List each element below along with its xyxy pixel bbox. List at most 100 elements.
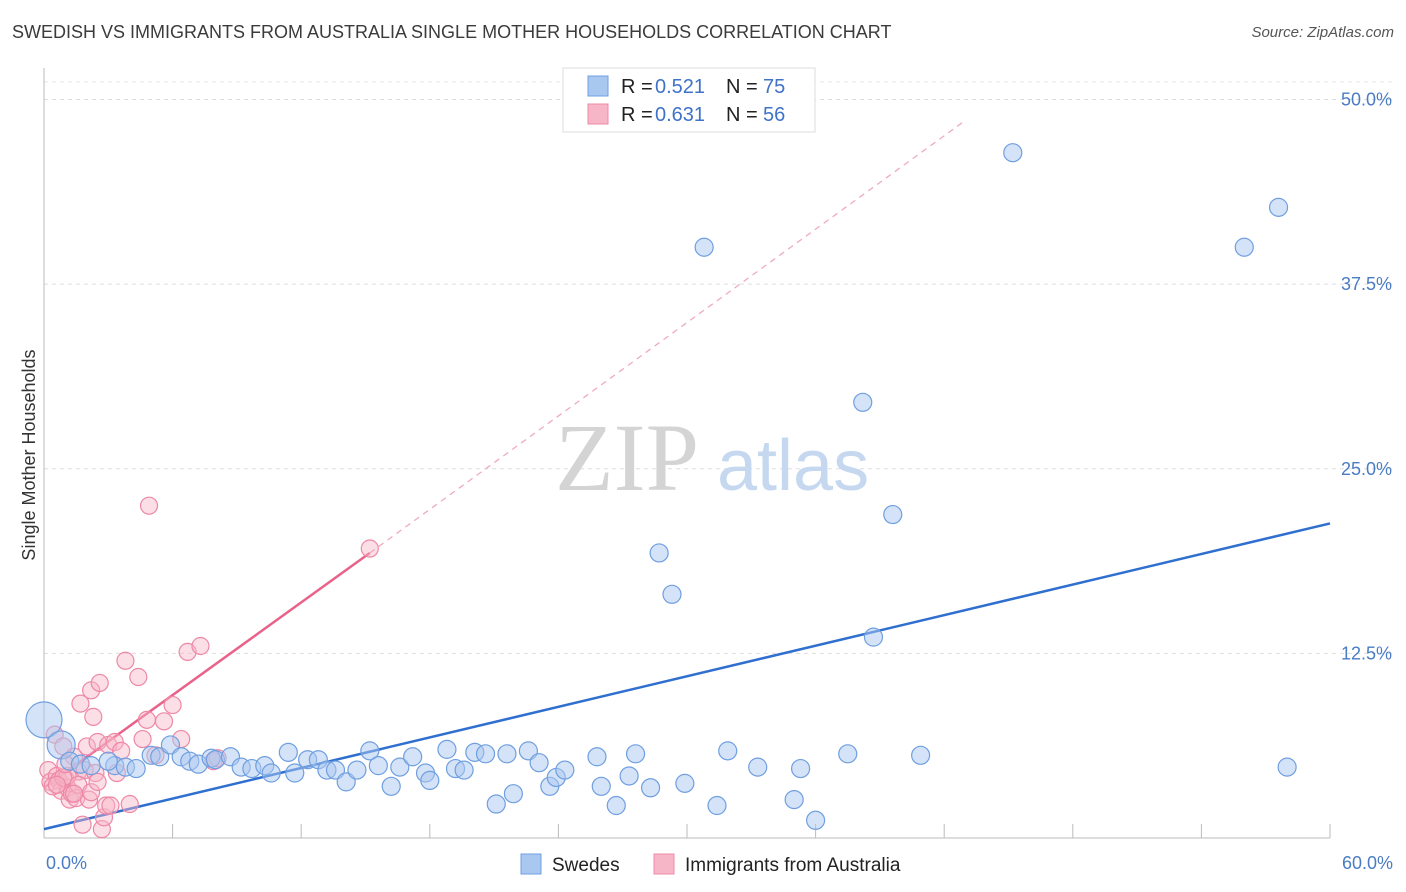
- data-point-swedes: [126, 758, 146, 779]
- data-point-swedes: [883, 504, 903, 525]
- data-point-swedes: [838, 744, 858, 764]
- legend-n-label-australia: N =: [726, 104, 758, 126]
- data-point-australia: [84, 707, 103, 726]
- legend-r-label-swedes: R =: [621, 76, 653, 98]
- trend-line-australia-extension: [369, 119, 967, 554]
- swedes-points: [25, 143, 1297, 830]
- data-point-swedes: [1268, 197, 1289, 217]
- tick-labels: 12.5% 25.0% 37.5% 50.0% 0.0% 60.0%: [46, 90, 1393, 873]
- data-point-swedes: [261, 763, 281, 783]
- data-point-swedes: [529, 753, 549, 773]
- data-point-swedes: [591, 776, 611, 796]
- data-point-swedes: [503, 784, 523, 804]
- data-point-australia: [92, 820, 111, 839]
- data-point-swedes: [911, 745, 931, 765]
- data-point-swedes: [587, 747, 607, 767]
- y-axis-label: Single Mother Households: [19, 349, 39, 560]
- legend-r-value-swedes: 0.521: [655, 76, 705, 98]
- watermark: ZIP atlas: [555, 404, 869, 511]
- legend-swatch-swedes-bottom: [520, 853, 542, 875]
- data-point-swedes: [606, 795, 626, 816]
- chart-title: SWEDISH VS IMMIGRANTS FROM AUSTRALIA SIN…: [12, 22, 892, 42]
- data-point-australia: [191, 636, 210, 656]
- data-point-swedes: [805, 810, 826, 830]
- data-point-swedes: [25, 701, 63, 739]
- data-point-swedes: [675, 773, 695, 793]
- data-point-swedes: [160, 735, 181, 755]
- legend-series: Swedes Immigrants from Australia: [520, 853, 901, 876]
- legend-label-swedes: Swedes: [552, 855, 620, 876]
- data-point-australia: [54, 768, 73, 787]
- data-point-swedes: [150, 747, 170, 767]
- data-point-swedes: [420, 770, 440, 791]
- data-point-australia: [129, 667, 148, 687]
- data-point-swedes: [555, 760, 575, 780]
- trend-line-australia: [43, 551, 371, 789]
- data-point-swedes: [486, 794, 506, 814]
- data-point-swedes: [640, 778, 661, 798]
- legend-swatch-australia: [587, 103, 609, 125]
- data-point-swedes: [347, 760, 367, 780]
- data-point-swedes: [662, 584, 682, 604]
- data-point-australia: [163, 695, 182, 715]
- data-point-australia: [94, 808, 114, 827]
- data-point-swedes: [649, 543, 669, 563]
- data-point-australia: [139, 496, 159, 515]
- x-tick-label: 0.0%: [46, 853, 87, 873]
- data-point-swedes: [98, 751, 118, 771]
- data-point-australia: [101, 796, 120, 815]
- legend-n-value-australia: 56: [763, 104, 785, 126]
- data-point-swedes: [278, 742, 298, 762]
- data-point-australia: [71, 694, 90, 713]
- y-tick-label: 50.0%: [1341, 90, 1392, 110]
- data-point-swedes: [518, 741, 538, 761]
- data-point-australia: [120, 794, 139, 814]
- legend-stats: R = 0.521 N = 75 R = 0.631 N = 56: [562, 67, 816, 133]
- data-point-swedes: [336, 772, 356, 792]
- data-point-australia: [47, 775, 66, 794]
- data-point-swedes: [1277, 757, 1297, 777]
- data-point-australia: [73, 815, 92, 834]
- data-point-swedes: [497, 744, 517, 764]
- data-point-swedes: [694, 237, 714, 257]
- legend-n-value-swedes: 75: [763, 76, 785, 98]
- data-point-australia: [64, 784, 84, 803]
- data-point-swedes: [437, 739, 457, 759]
- data-point-australia: [360, 539, 379, 558]
- data-point-swedes: [853, 392, 873, 412]
- trend-lines: [43, 119, 1331, 831]
- data-point-swedes: [790, 758, 811, 779]
- legend-label-australia: Immigrants from Australia: [685, 855, 901, 876]
- legend-r-value-australia: 0.631: [655, 104, 705, 126]
- data-point-swedes: [325, 760, 346, 780]
- data-point-swedes: [718, 741, 738, 761]
- data-point-swedes: [619, 766, 639, 786]
- data-point-swedes: [368, 756, 388, 776]
- data-point-australia: [90, 673, 109, 693]
- y-tick-label: 25.0%: [1341, 459, 1392, 479]
- data-point-swedes: [285, 763, 305, 783]
- data-point-swedes: [454, 760, 474, 780]
- data-point-australia: [154, 712, 174, 731]
- legend-swatch-swedes: [587, 75, 609, 97]
- data-point-swedes: [475, 744, 496, 764]
- gridlines: [44, 81, 1392, 654]
- y-tick-label: 37.5%: [1341, 274, 1392, 294]
- legend-n-label-swedes: N =: [726, 76, 758, 98]
- data-point-australia: [116, 651, 135, 670]
- data-point-swedes: [403, 747, 423, 767]
- data-point-australia: [97, 796, 116, 815]
- legend-r-label-australia: R =: [621, 104, 653, 126]
- data-point-swedes: [390, 757, 410, 777]
- watermark-atlas: atlas: [717, 426, 869, 506]
- data-point-swedes: [81, 756, 101, 776]
- data-point-swedes: [784, 789, 804, 810]
- y-tick-label: 12.5%: [1341, 643, 1392, 663]
- data-point-swedes: [863, 627, 884, 647]
- data-point-swedes: [748, 757, 768, 777]
- data-point-swedes: [707, 795, 727, 816]
- data-point-swedes: [1003, 143, 1023, 163]
- data-point-australia: [88, 772, 107, 791]
- chart-source: Source: ZipAtlas.com: [1251, 24, 1394, 41]
